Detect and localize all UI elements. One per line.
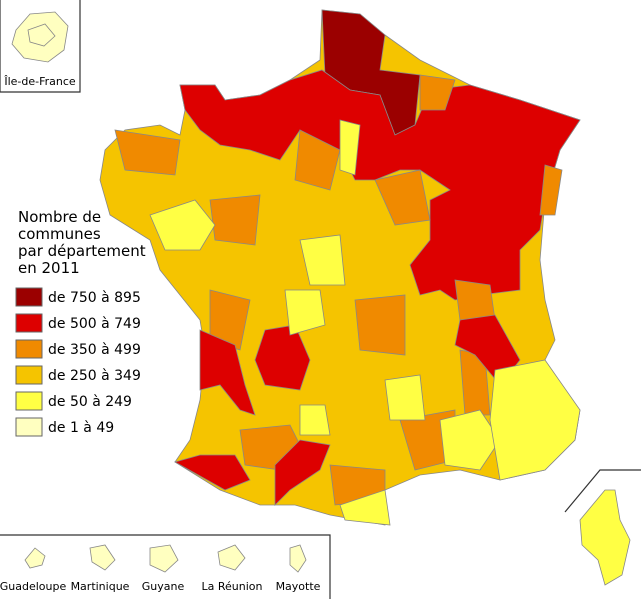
legend-swatch — [15, 339, 43, 359]
legend-title: Nombre de — [18, 208, 101, 226]
legend-title: en 2011 — [18, 259, 80, 277]
legend-label: de 350 à 499 — [48, 342, 141, 358]
legend-title: par département — [18, 242, 146, 260]
corsica-inset — [564, 469, 641, 586]
legend-label: de 750 à 895 — [48, 290, 141, 306]
legend-swatch — [15, 313, 43, 333]
legend-label: de 50 à 249 — [48, 394, 132, 410]
legend-label: de 1 à 49 — [48, 420, 114, 436]
legend-swatch — [15, 391, 43, 411]
france — [99, 9, 581, 526]
overseas-inset — [0, 534, 331, 599]
inset-label: Guadeloupe — [0, 580, 66, 593]
legend-swatch — [15, 417, 43, 437]
inset-label: Île-de-France — [3, 75, 76, 88]
inset-label: Guyane — [142, 580, 185, 593]
legend-swatch — [15, 287, 43, 307]
legend-swatch — [15, 365, 43, 385]
overseas-labels: Guadeloupe Martinique Guyane La Réunion Mayo… — [0, 580, 321, 593]
inset-label: Martinique — [71, 580, 130, 593]
inset-label: Mayotte — [276, 580, 321, 593]
inset-label: La Réunion — [202, 580, 263, 593]
legend-label: de 500 à 749 — [48, 316, 141, 332]
idf-inset: Île-de-France — [0, 0, 81, 93]
legend-title: communes — [18, 225, 101, 243]
legend-label: de 250 à 349 — [48, 368, 141, 384]
